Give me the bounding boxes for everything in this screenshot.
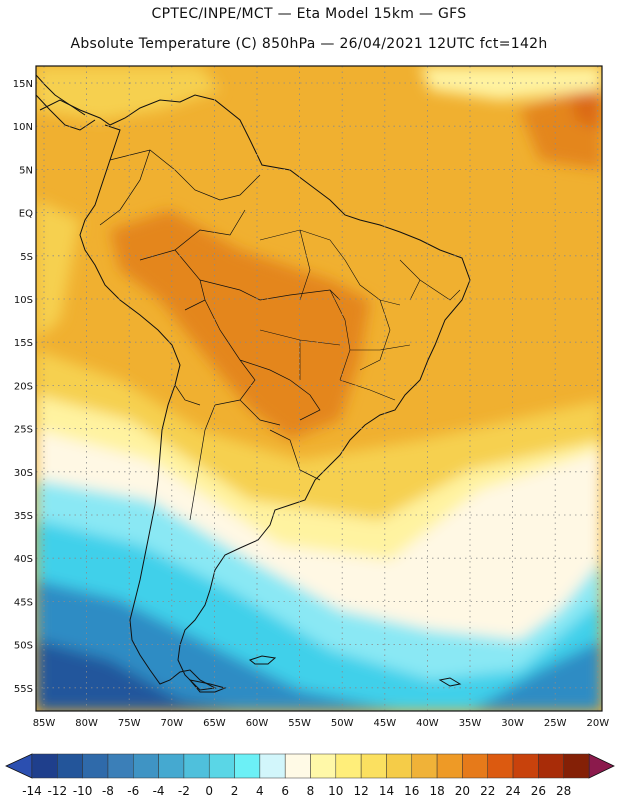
colorbar-low-arrow <box>5 753 33 779</box>
colorbar-label: 8 <box>307 784 315 798</box>
colorbar-label: 26 <box>531 784 546 798</box>
lon-label: 70W <box>160 718 183 729</box>
brazil-state-borders <box>259 229 461 401</box>
latitude-labels: 15N 10N 5N EQ 5S 10S 15S 20S 25S 30S 35S 40S 45S 50S 5… <box>13 79 33 695</box>
colorbar-segment <box>133 753 159 779</box>
field-cream-band <box>36 430 602 650</box>
lat-label: 45S <box>14 597 33 608</box>
lat-label: 10S <box>14 295 33 306</box>
colorbar-segment <box>360 753 387 779</box>
colorbar-high-arrow <box>588 753 615 779</box>
colorbar-label: 22 <box>480 784 495 798</box>
lon-label: 75W <box>118 718 141 729</box>
colorbar-segment <box>436 753 463 779</box>
country-borders <box>99 149 341 521</box>
colorbar-segment <box>284 753 311 779</box>
lat-label: 10N <box>13 122 33 133</box>
lat-label: 20S <box>14 381 33 392</box>
colorbar-label: 20 <box>455 784 470 798</box>
colorbar-segment <box>462 753 488 779</box>
colorbar-label: 28 <box>556 784 571 798</box>
temperature-field <box>36 66 602 711</box>
lat-label: 40S <box>14 554 33 565</box>
south-america-coastline <box>39 94 471 691</box>
field-yellow-west <box>36 200 80 340</box>
field-blue <box>36 580 602 711</box>
longitude-labels: 85W 80W 75W 70W 65W 60W 55W 50W 45W 40W 35W 30W 25W 2… <box>33 718 610 729</box>
colorbar-segment <box>335 753 362 779</box>
lon-label: 60W <box>246 718 269 729</box>
colorbar-label: 0 <box>205 784 213 798</box>
lon-label: 65W <box>203 718 226 729</box>
lon-label: 40W <box>416 718 439 729</box>
colorbar-segment <box>487 753 514 779</box>
lon-label: 20W <box>586 718 609 729</box>
colorbar-segment <box>183 753 210 779</box>
colorbar-segment <box>259 753 286 779</box>
colorbar-label: -4 <box>153 784 165 798</box>
colorbar-segment <box>563 753 590 779</box>
lat-label: 55S <box>14 684 33 695</box>
coastlines <box>36 74 471 693</box>
colorbar-label: 4 <box>256 784 264 798</box>
map-frame <box>35 65 603 712</box>
colorbar-label: -14 <box>22 784 42 798</box>
tierra-del-fuego <box>188 679 227 693</box>
lat-label: 15S <box>14 338 33 349</box>
colorbar-label: -6 <box>127 784 139 798</box>
colorbar-label: 24 <box>505 784 520 798</box>
field-yellow-north <box>36 66 220 120</box>
lon-label: 50W <box>331 718 354 729</box>
colorbar-segment <box>57 753 83 779</box>
colorbar-label: 12 <box>353 784 368 798</box>
colorbar-segment <box>158 753 185 779</box>
lon-label: 85W <box>33 718 56 729</box>
lat-label: 15N <box>13 79 33 90</box>
colorbar-label: 16 <box>404 784 419 798</box>
colorbar-label: -8 <box>102 784 114 798</box>
colorbar-label: 10 <box>328 784 343 798</box>
lat-label: 5S <box>20 252 33 263</box>
colorbar-label: 2 <box>231 784 239 798</box>
south-georgia <box>438 677 462 687</box>
field-light-yellow-northeast <box>420 66 602 100</box>
lat-label: 25S <box>14 425 33 436</box>
colorbar-segment <box>31 753 58 779</box>
colorbar-segment <box>512 753 539 779</box>
falklands <box>248 655 277 665</box>
colorbar-segment <box>386 753 413 779</box>
colorbar-label: 14 <box>379 784 394 798</box>
colorbar-label: -2 <box>178 784 190 798</box>
lon-label: 35W <box>459 718 482 729</box>
lon-label: 25W <box>544 718 567 729</box>
colorbar-segment <box>411 753 438 779</box>
lon-label: 30W <box>501 718 524 729</box>
colorbar-segment <box>208 753 235 779</box>
field-warm-core <box>110 210 370 440</box>
lat-label: 50S <box>14 641 33 652</box>
colorbar-label: 18 <box>429 784 444 798</box>
colorbar-label: -10 <box>73 784 93 798</box>
lat-label: 35S <box>14 511 33 522</box>
lon-label: 55W <box>288 718 311 729</box>
map-title-line-2: Absolute Temperature (C) 850hPa — 26/04/… <box>70 36 548 52</box>
colorbar-segment <box>538 753 564 779</box>
lon-label: 80W <box>75 718 98 729</box>
lat-lon-grid <box>36 66 602 711</box>
colorbar-label: 6 <box>281 784 289 798</box>
map-title-line-1: CPTEC/INPE/MCT — Eta Model 15km — GFS <box>151 6 467 22</box>
lon-label: 45W <box>373 718 396 729</box>
lat-label: EQ <box>19 209 33 220</box>
colorbar-segment <box>82 753 109 779</box>
colorbar-segment <box>310 753 337 779</box>
colorbar-segment <box>234 753 261 779</box>
colorbar: -14 -12 -10 -8 -6 -4 -2 0 2 4 6 8 10 12 14 16 18 20 22 24 26… <box>5 753 615 798</box>
colorbar-segment <box>107 753 134 779</box>
central-america-coastline <box>36 74 96 131</box>
lat-label: 5N <box>19 165 33 176</box>
colorbar-label: -12 <box>48 784 68 798</box>
lat-label: 30S <box>14 468 33 479</box>
